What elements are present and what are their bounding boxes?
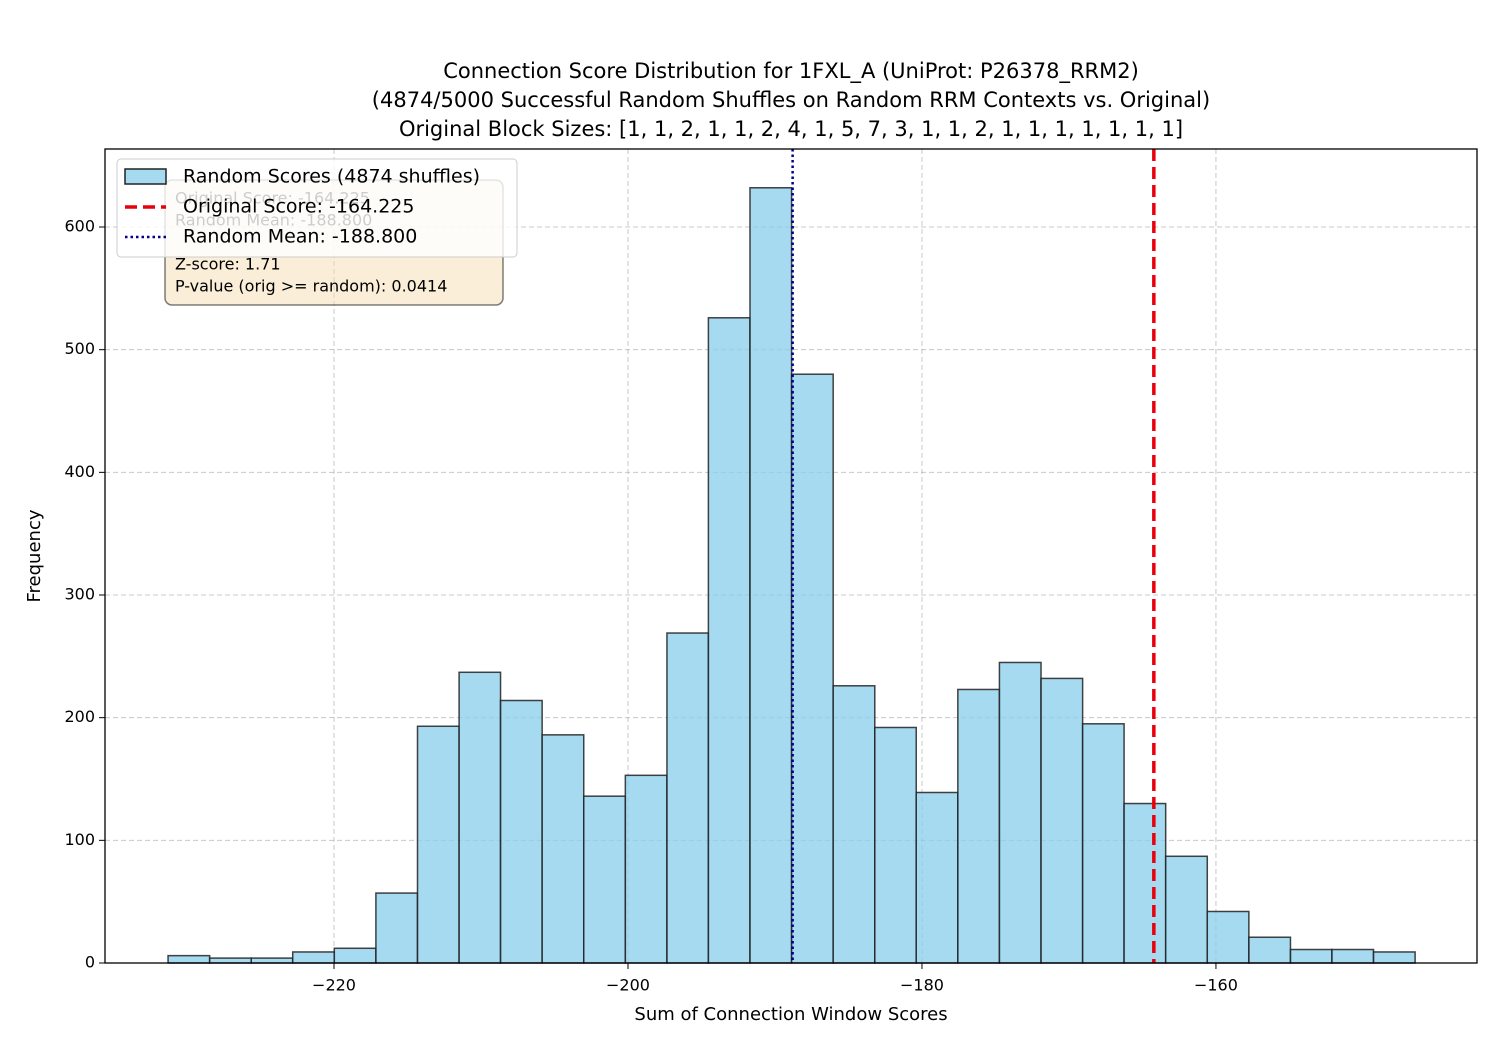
bar	[1081, 723, 1125, 964]
bar	[1248, 936, 1292, 964]
bar	[874, 726, 917, 964]
bar	[499, 699, 543, 964]
legend-label: Random Scores (4874 shuffles)	[183, 166, 480, 188]
chart-title: (4874/5000 Successful Random Shuffles on…	[372, 88, 1210, 112]
reference-lines	[791, 149, 1156, 963]
y-tick-label: 400	[64, 462, 95, 481]
y-tick-label: 0	[85, 953, 95, 972]
bar	[375, 892, 419, 964]
bar	[1040, 677, 1084, 964]
bar	[416, 725, 460, 964]
bar	[167, 954, 211, 964]
bar	[1331, 948, 1375, 964]
bar	[624, 774, 668, 964]
bar	[957, 688, 1001, 964]
legend-label: Original Score: -164.225	[183, 196, 414, 218]
axes: 0 100 200 300 400 500 600 −220 −200 −180 −160	[64, 217, 1237, 995]
bar	[998, 661, 1042, 964]
legend-label: Random Mean: -188.800	[183, 226, 417, 248]
bar	[749, 187, 793, 964]
legend: Random Scores (4874 shuffles) Original Sc…	[116, 158, 518, 258]
x-tick-label: −180	[900, 976, 944, 995]
y-tick-label: 600	[64, 217, 95, 236]
plot-frame	[104, 148, 1478, 964]
y-tick-label: 100	[64, 830, 95, 849]
bar	[333, 947, 377, 964]
legend-swatch	[124, 168, 167, 185]
x-tick-label: −160	[1194, 976, 1238, 995]
bars	[167, 187, 1416, 964]
bar	[208, 957, 253, 964]
bar	[1372, 951, 1416, 964]
bar	[541, 734, 585, 964]
x-axis-label: Sum of Connection Window Scores	[634, 1004, 947, 1025]
bar	[1123, 802, 1167, 964]
bar	[707, 317, 751, 964]
bar	[1164, 855, 1209, 964]
y-tick-label: 300	[64, 585, 95, 604]
legend-frame	[116, 158, 518, 258]
bar	[666, 632, 710, 964]
bar	[582, 795, 627, 964]
bar	[250, 957, 294, 964]
bar	[915, 791, 959, 964]
y-axis-label: Frequency	[24, 509, 45, 602]
chart-title: Connection Score Distribution for 1FXL_A…	[443, 59, 1139, 84]
stats-box-line: P-value (orig >= random): 0.0414	[175, 277, 447, 296]
y-tick-label: 200	[64, 707, 95, 726]
x-tick-label: −200	[606, 976, 650, 995]
stats-box-line: Z-score: 1.71	[175, 255, 281, 274]
bar	[790, 373, 834, 964]
bar	[1289, 948, 1333, 964]
y-tick-label: 500	[64, 339, 95, 358]
x-tick-label: −220	[312, 976, 356, 995]
bar	[458, 671, 502, 964]
bar	[1206, 910, 1250, 964]
chart-title: Original Block Sizes: [1, 1, 2, 1, 1, 2,…	[399, 117, 1183, 141]
bar	[832, 685, 876, 964]
bar	[291, 951, 336, 964]
